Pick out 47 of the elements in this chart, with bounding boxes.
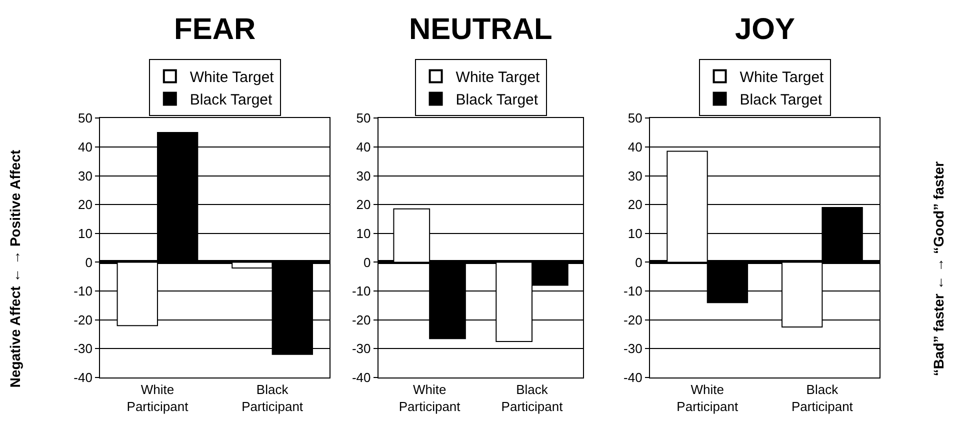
y-tick-label: 20 bbox=[628, 197, 642, 212]
y-axis-title: Negative Affect ← → Positive Affect bbox=[6, 149, 23, 388]
y-tick-label: 40 bbox=[356, 140, 371, 155]
x-tick-label: Black Participant bbox=[501, 382, 564, 414]
legend-label: Black Target bbox=[456, 92, 539, 109]
y-tick-label: 50 bbox=[356, 110, 371, 126]
y-tick-label: -40 bbox=[352, 370, 371, 386]
y-tick-label: -20 bbox=[352, 312, 371, 328]
y-tick-label: 50 bbox=[78, 110, 92, 126]
y-tick-label: 40 bbox=[628, 140, 642, 155]
y2-axis-title: “Bad” faster ← → “Good” faster bbox=[930, 160, 946, 376]
y-tick-label: -10 bbox=[352, 284, 371, 299]
legend-label: White Target bbox=[190, 69, 275, 86]
legend-label: Black Target bbox=[740, 92, 823, 109]
y-tick-label: -30 bbox=[352, 341, 371, 356]
y-tick-label: 10 bbox=[628, 226, 642, 241]
y-tick-label: -30 bbox=[74, 341, 92, 356]
y-tick-label: -20 bbox=[624, 312, 642, 328]
legend-label: White Target bbox=[456, 69, 541, 86]
y-tick-label: -30 bbox=[624, 341, 642, 356]
x-tick-label: White Participant bbox=[676, 382, 738, 414]
y-tick-label: 20 bbox=[78, 197, 92, 212]
y-tick-label: 30 bbox=[356, 168, 371, 184]
y-tick-label: 0 bbox=[85, 254, 92, 270]
y-tick-label: 30 bbox=[78, 168, 92, 184]
y-tick-label: 20 bbox=[356, 197, 371, 212]
x-tick-label: White Participant bbox=[398, 382, 461, 414]
y-tick-label: 10 bbox=[78, 226, 92, 241]
x-tick-label: Black Participant bbox=[242, 382, 304, 414]
y-tick-label: 0 bbox=[635, 254, 642, 270]
y-tick-label: 30 bbox=[628, 168, 642, 184]
y-tick-label: 40 bbox=[78, 140, 92, 155]
y-tick-label: -20 bbox=[74, 312, 92, 328]
y-tick-label: -10 bbox=[74, 284, 92, 299]
y-tick-label: -10 bbox=[624, 284, 642, 299]
y-tick-label: 10 bbox=[356, 226, 371, 241]
y-tick-label: 50 bbox=[628, 110, 642, 126]
chart-title: NEUTRAL bbox=[409, 13, 552, 46]
x-tick-label: Black Participant bbox=[791, 382, 854, 414]
chart-title: FEAR bbox=[174, 13, 256, 46]
y-tick-label: 0 bbox=[364, 254, 371, 270]
legend-label: White Target bbox=[740, 69, 825, 86]
legend-label: Black Target bbox=[190, 92, 273, 109]
chart-title: JOY bbox=[735, 13, 796, 46]
y-tick-label: -40 bbox=[624, 370, 642, 386]
y-tick-label: -40 bbox=[74, 370, 92, 386]
x-tick-label: White Participant bbox=[126, 382, 189, 414]
